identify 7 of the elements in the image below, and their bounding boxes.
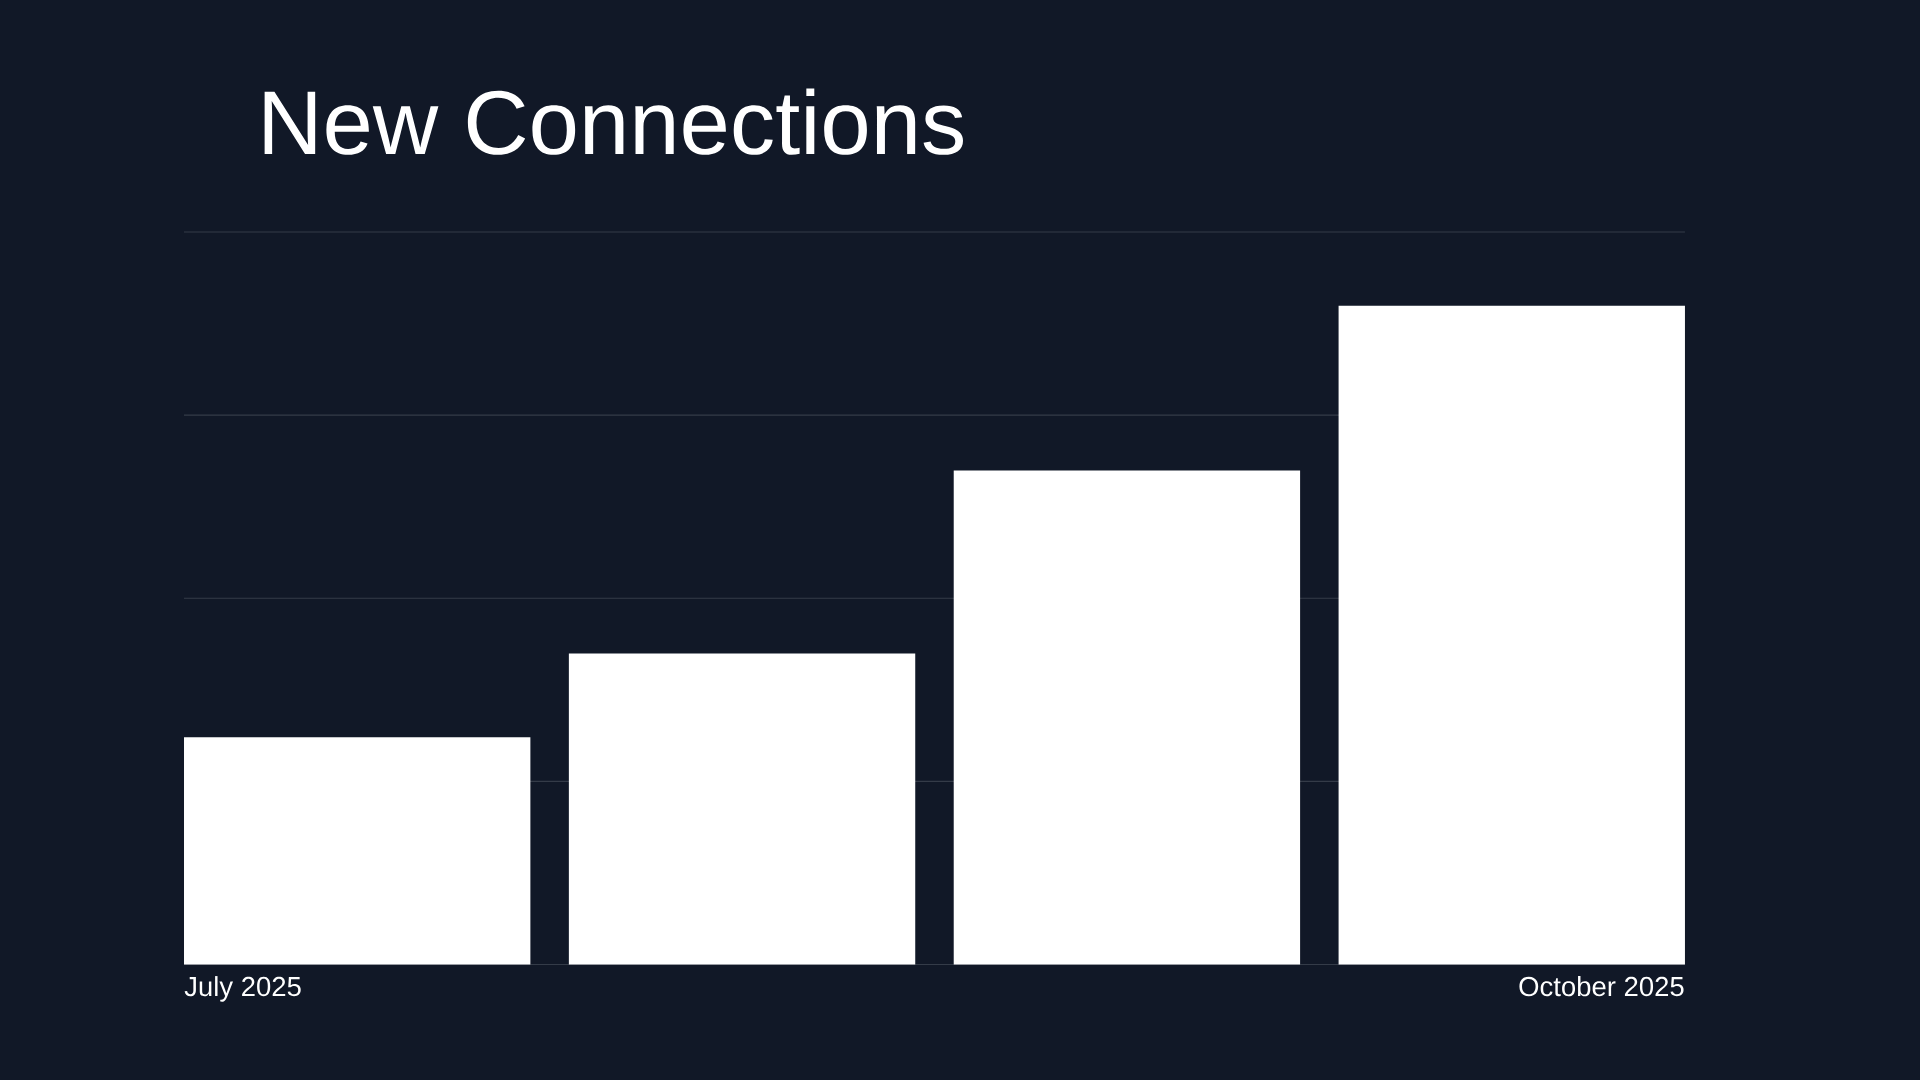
bar [184, 737, 531, 965]
x-tick-label: July 2025 [184, 976, 301, 1002]
bar [568, 653, 916, 965]
bar [1338, 305, 1685, 965]
bar [953, 470, 1301, 965]
x-tick-label: October 2025 [1519, 976, 1684, 997]
chart-title: New Connections [264, 88, 963, 155]
